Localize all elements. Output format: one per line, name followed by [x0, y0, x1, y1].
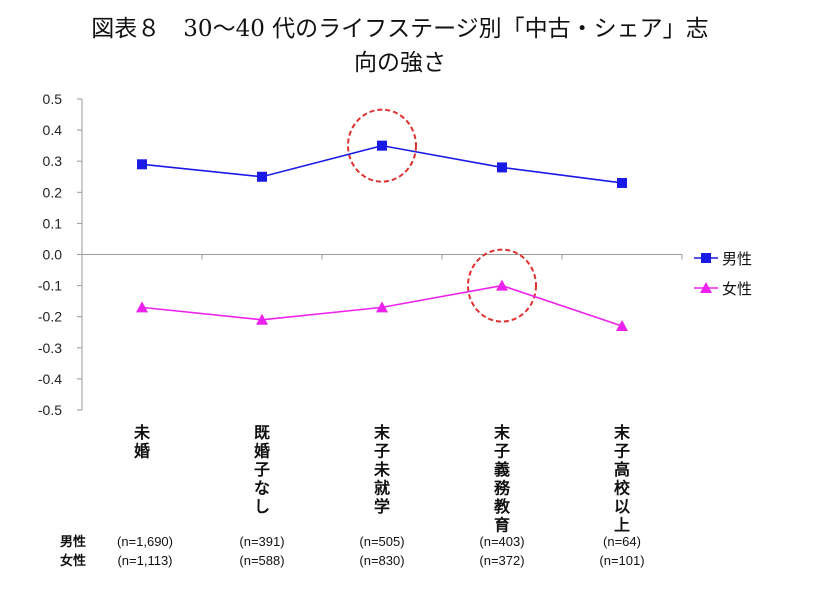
category-label-char: 末 — [374, 423, 391, 442]
sample-row-label: 男性 — [60, 534, 86, 550]
sample-size-label: (n=588) — [239, 553, 284, 568]
y-tick-label: -0.5 — [38, 402, 62, 418]
category-label-char: 末 — [494, 423, 511, 442]
category-label-char: 義 — [494, 460, 510, 479]
category-label-char: 子 — [494, 442, 510, 461]
data-point — [376, 301, 388, 313]
legend-marker — [701, 253, 711, 263]
category-label-char: 校 — [614, 479, 631, 498]
category-label-char: 学 — [374, 497, 390, 516]
category-label-char: 高 — [614, 460, 630, 479]
category-label-char: し — [254, 497, 270, 516]
sample-size-label: (n=403) — [479, 534, 524, 549]
data-point — [137, 159, 147, 170]
category-label-char: 教 — [494, 497, 511, 516]
sample-size-label: (n=830) — [359, 553, 404, 568]
chart-title-line-1: 図表８ 30～40 代のライフステージ別「中古・シェア」志 — [91, 16, 709, 42]
data-point — [616, 320, 628, 332]
legend-marker — [700, 282, 712, 293]
y-tick-label: -0.3 — [38, 340, 62, 356]
data-point — [136, 301, 148, 313]
highlight-circle — [347, 108, 417, 183]
y-tick-label: 0.2 — [43, 184, 63, 200]
category-label-char: 末 — [614, 423, 631, 442]
category-label-char: 子 — [374, 442, 390, 461]
y-tick-label: -0.1 — [38, 278, 62, 294]
category-label-char: 既 — [254, 423, 270, 442]
legend-label: 女性 — [722, 280, 752, 298]
category-label-char: 上 — [614, 516, 630, 535]
highlight-circle — [467, 248, 537, 323]
sample-size-label: (n=372) — [479, 553, 524, 568]
category-label-char: 子 — [254, 460, 270, 479]
category-label-char: 就 — [374, 479, 390, 498]
category-label-char: 以 — [614, 497, 630, 516]
data-point — [617, 177, 627, 188]
chart-title-line-2: 向の強さ — [354, 50, 446, 76]
y-tick-label: 0.1 — [43, 215, 63, 231]
y-tick-label: 0.4 — [43, 122, 63, 138]
sample-size-label: (n=391) — [239, 534, 284, 549]
category-label-char: 務 — [494, 479, 511, 498]
data-point — [256, 313, 268, 325]
category-label-char: な — [254, 479, 270, 498]
data-point — [257, 171, 267, 182]
category-label-char: 婚 — [254, 442, 270, 461]
category-label-char: 育 — [494, 516, 510, 535]
category-label-char: 未 — [373, 460, 390, 479]
sample-size-label: (n=64) — [603, 534, 641, 549]
sample-size-label: (n=505) — [359, 534, 404, 549]
y-tick-label: 0.0 — [43, 247, 63, 263]
y-tick-label: 0.5 — [43, 91, 63, 107]
legend-label: 男性 — [722, 250, 752, 268]
series-line — [141, 144, 623, 184]
sample-row-label: 女性 — [60, 553, 86, 569]
sample-size-label: (n=101) — [599, 553, 644, 568]
y-tick-label: -0.2 — [38, 309, 62, 325]
category-label-char: 婚 — [134, 442, 150, 461]
sample-size-label: (n=1,690) — [117, 534, 173, 549]
sample-size-label: (n=1,113) — [117, 553, 172, 568]
data-point — [377, 140, 387, 151]
y-tick-label: -0.4 — [38, 371, 62, 387]
data-point — [496, 279, 508, 291]
category-label-char: 未 — [133, 423, 150, 442]
category-label-char: 子 — [614, 442, 630, 461]
data-point — [497, 162, 507, 173]
y-tick-label: 0.3 — [43, 153, 63, 169]
chart-title: 図表８ 30～40 代のライフステージ別「中古・シェア」志 向の強さ — [20, 12, 780, 80]
